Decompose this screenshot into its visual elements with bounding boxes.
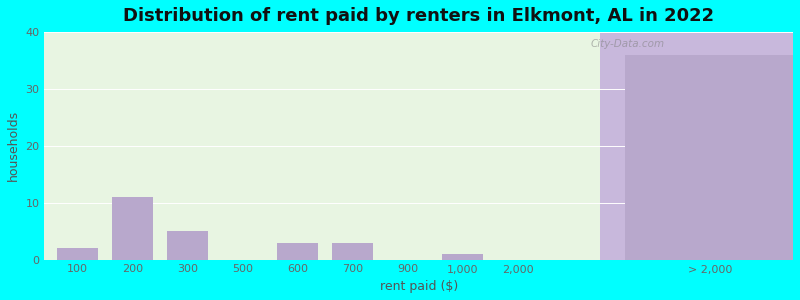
Bar xyxy=(625,55,796,260)
Bar xyxy=(332,243,374,260)
Title: Distribution of rent paid by renters in Elkmont, AL in 2022: Distribution of rent paid by renters in … xyxy=(123,7,714,25)
Bar xyxy=(57,248,98,260)
FancyBboxPatch shape xyxy=(45,32,601,260)
FancyBboxPatch shape xyxy=(601,32,793,260)
X-axis label: rent paid ($): rent paid ($) xyxy=(380,280,458,293)
Y-axis label: households: households xyxy=(7,110,20,182)
Bar xyxy=(442,254,483,260)
Bar xyxy=(167,231,208,260)
Bar xyxy=(277,243,318,260)
Bar xyxy=(112,197,153,260)
Text: City-Data.com: City-Data.com xyxy=(591,39,665,49)
